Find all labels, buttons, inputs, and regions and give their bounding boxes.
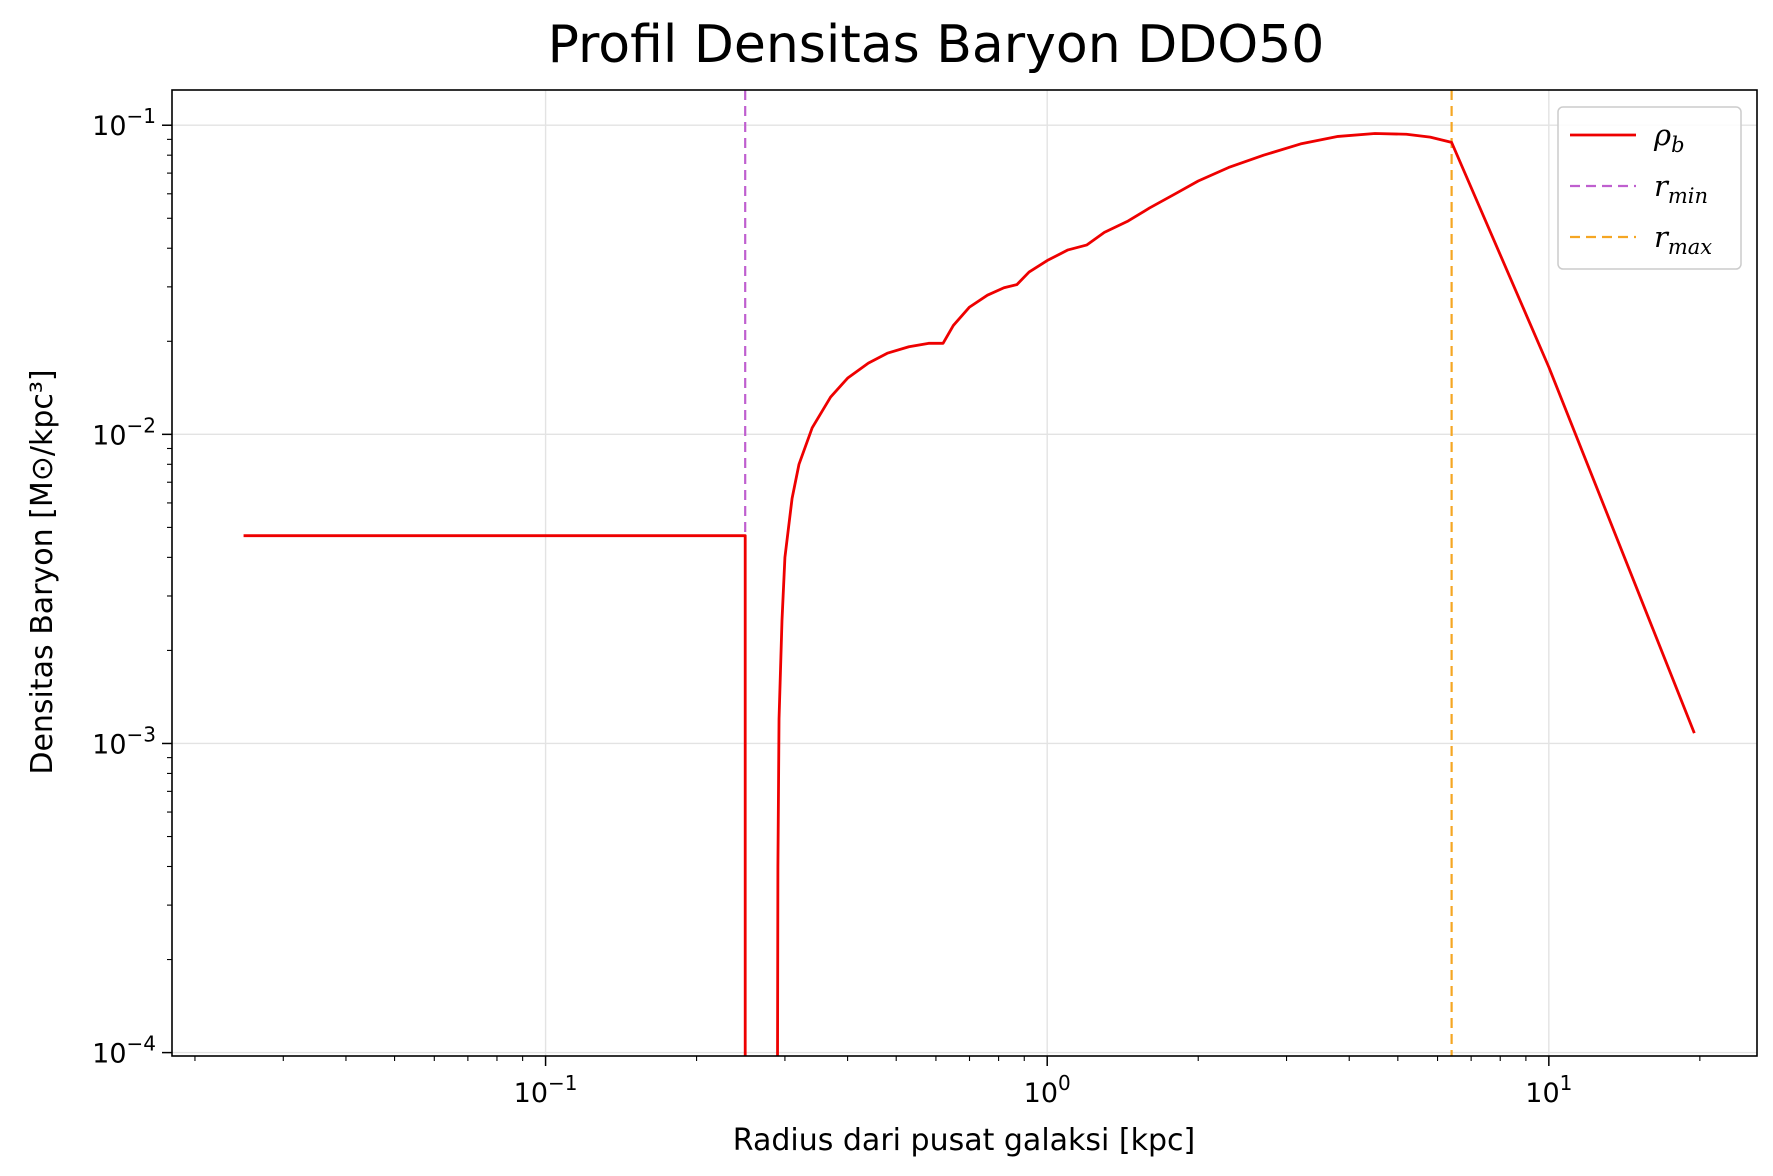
legend: ρb rmin rmax (1557, 106, 1742, 270)
legend-box (1557, 106, 1742, 270)
chart-title: Profil Densitas Baryon DDO50 (548, 15, 1325, 75)
y-tick-label: 10−1 (92, 104, 156, 142)
y-tick-label: 10−3 (92, 722, 156, 760)
y-tick-label: 10−2 (92, 413, 156, 451)
x-tick-label: 101 (1525, 1071, 1572, 1109)
legend-label-rmax: rmax (1654, 220, 1712, 259)
y-tick-label: 10−4 (92, 1032, 156, 1070)
grid-lines (172, 90, 1757, 1056)
plot-frame (171, 89, 1758, 1057)
plot-area (243, 90, 1696, 1057)
x-axis-label: Radius dari pusat galaksi [kpc] (733, 1123, 1195, 1158)
x-tick-label: 10−1 (514, 1071, 578, 1109)
series-ρb-line (243, 534, 747, 1056)
legend-label-ρb: ρb (1653, 118, 1685, 157)
series-ρb-line (776, 132, 1696, 1057)
legend-label-rmin: rmin (1654, 169, 1708, 208)
axis-ticks: 10−1 100 101 10−4 10−3 10−2 10−1 (92, 104, 1701, 1109)
x-tick-label: 100 (1024, 1071, 1071, 1109)
y-axis-label: Densitas Baryon [M⊙/kpc³] (25, 369, 60, 774)
